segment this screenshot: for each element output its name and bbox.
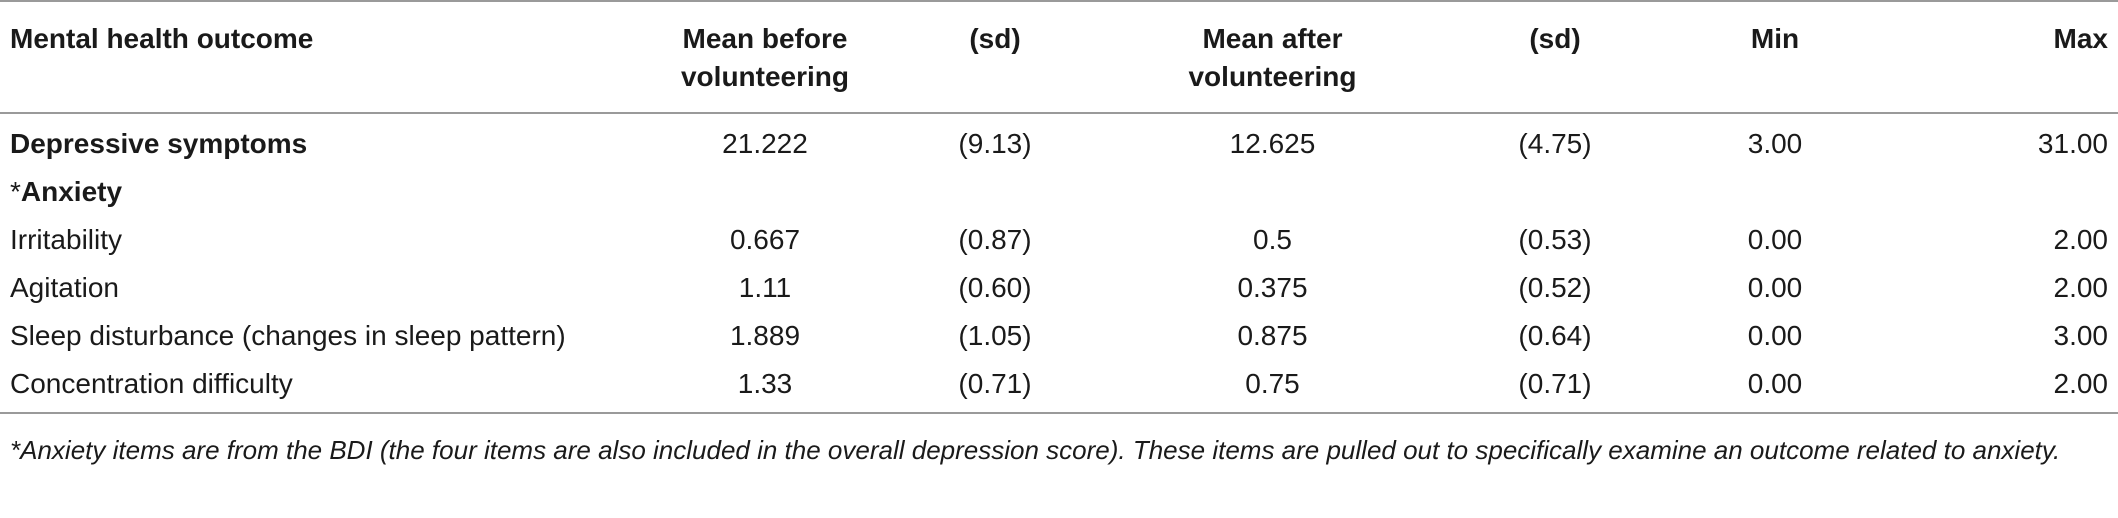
results-table-container: Mental health outcome Mean before volunt… bbox=[0, 1, 2118, 413]
table-body: Depressive symptoms 21.222 (9.13) 12.625… bbox=[0, 113, 2118, 413]
row-mean-before: 1.889 bbox=[729, 320, 801, 351]
header-mean-after: Mean after volunteering bbox=[1100, 1, 1445, 113]
row-max: 2.00 bbox=[2053, 272, 2109, 303]
row-sd-after: (0.71) bbox=[1518, 368, 1592, 399]
header-mean-after-line1: Mean after bbox=[1202, 23, 1343, 54]
row-max: 3.00 bbox=[2053, 320, 2109, 351]
row-sd-after: (0.64) bbox=[1518, 320, 1592, 351]
row-max: 31.00 bbox=[2037, 128, 2108, 159]
row-sd-before: (1.05) bbox=[958, 320, 1032, 351]
header-mean-before-line1: Mean before bbox=[682, 23, 848, 54]
header-min: Min bbox=[1750, 23, 1800, 54]
table-header: Mental health outcome Mean before volunt… bbox=[0, 1, 2118, 113]
row-max: 2.00 bbox=[2053, 224, 2109, 255]
row-mean-after: 12.625 bbox=[1229, 128, 1316, 159]
row-sd-before: (0.87) bbox=[958, 224, 1032, 255]
header-row: Mental health outcome Mean before volunt… bbox=[0, 1, 2118, 113]
row-mean-before: 0.667 bbox=[729, 224, 801, 255]
row-mean-before: 21.222 bbox=[722, 128, 808, 159]
header-mean-before-line2: volunteering bbox=[680, 61, 849, 92]
row-mean-before: 1.33 bbox=[737, 368, 793, 399]
row-min: 0.00 bbox=[1747, 320, 1803, 351]
row-sd-before: (0.71) bbox=[958, 368, 1032, 399]
row-outcome: Agitation bbox=[10, 272, 119, 303]
row-mean-before: 1.11 bbox=[738, 272, 792, 303]
table-row: Concentration difficulty 1.33 (0.71) 0.7… bbox=[0, 360, 2118, 413]
row-max: 2.00 bbox=[2053, 368, 2109, 399]
row-mean-after: 0.375 bbox=[1237, 272, 1308, 303]
header-outcome: Mental health outcome bbox=[10, 23, 314, 54]
row-sd-after: (0.53) bbox=[1518, 224, 1592, 255]
row-outcome: Depressive symptoms bbox=[10, 128, 308, 159]
header-sd-after: (sd) bbox=[1529, 23, 1581, 54]
header-sd-before: (sd) bbox=[969, 23, 1021, 54]
footnote-marker: * bbox=[10, 176, 21, 207]
row-sd-after: (4.75) bbox=[1518, 128, 1592, 159]
row-min: 0.00 bbox=[1747, 272, 1803, 303]
row-min: 0.00 bbox=[1747, 224, 1803, 255]
table-row: Agitation 1.11 (0.60) 0.375 (0.52) 0.00 … bbox=[0, 264, 2118, 312]
row-mean-after: 0.5 bbox=[1253, 224, 1292, 255]
row-outcome: Concentration difficulty bbox=[10, 368, 293, 399]
table-row: Irritability 0.667 (0.87) 0.5 (0.53) 0.0… bbox=[0, 216, 2118, 264]
row-outcome: Irritability bbox=[10, 224, 123, 255]
section-title: Anxiety bbox=[20, 176, 123, 207]
row-min: 0.00 bbox=[1747, 368, 1803, 399]
row-mean-after: 0.875 bbox=[1237, 320, 1308, 351]
table-footnote: *Anxiety items are from the BDI (the fou… bbox=[10, 435, 2061, 465]
header-mean-after-line2: volunteering bbox=[1188, 61, 1357, 92]
row-sd-after: (0.52) bbox=[1518, 272, 1592, 303]
row-outcome: Sleep disturbance (changes in sleep patt… bbox=[10, 320, 566, 351]
section-label: *Anxiety bbox=[0, 168, 640, 216]
table-row: Depressive symptoms 21.222 (9.13) 12.625… bbox=[0, 113, 2118, 168]
table-row: Sleep disturbance (changes in sleep patt… bbox=[0, 312, 2118, 360]
mental-health-outcomes-table: Mental health outcome Mean before volunt… bbox=[0, 1, 2118, 413]
section-row-anxiety: *Anxiety bbox=[0, 168, 2118, 216]
row-mean-after: 0.75 bbox=[1245, 368, 1300, 399]
row-sd-before: (0.60) bbox=[958, 272, 1032, 303]
header-max: Max bbox=[2053, 23, 2108, 54]
row-sd-before: (9.13) bbox=[958, 128, 1032, 159]
row-min: 3.00 bbox=[1747, 128, 1803, 159]
header-mean-before: Mean before volunteering bbox=[640, 1, 890, 113]
